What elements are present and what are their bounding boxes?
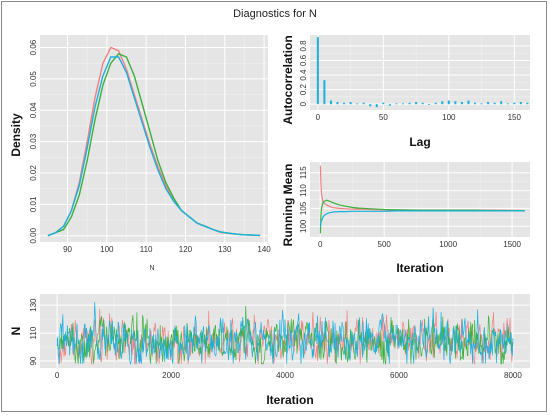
density-y-tick-label: 0.02	[29, 165, 38, 181]
autocorrelation-bar	[336, 101, 339, 105]
autocorrelation-bar	[500, 101, 503, 105]
autocorrelation-y-tick-label: 0.4	[299, 69, 308, 81]
density-panel: 90 100 110 120 130 140 0.00 0.01 0.02 0.03 0.04 0.0…	[29, 35, 271, 254]
autocorrelation-bar	[513, 102, 516, 105]
running-mean-y-tick-label: 115	[299, 166, 308, 179]
density-y-tick-label: 0.01	[29, 196, 38, 212]
trace-x-tick-label: 4000	[276, 371, 294, 380]
trace-ylabel: N	[9, 327, 23, 336]
trace-xlabel: Iteration	[266, 393, 313, 407]
autocorrelation-plot-bg	[310, 35, 530, 110]
trace-x-tick-label: 6000	[390, 371, 408, 380]
autocorrelation-bar	[526, 102, 529, 105]
trace-y-tick-label: 110	[29, 326, 38, 339]
density-y-tick-label: 0.05	[29, 71, 38, 87]
autocorrelation-x-tick-label: 0	[316, 113, 321, 122]
autocorrelation-bar	[474, 102, 476, 105]
density-x-tick-label: 90	[63, 245, 72, 254]
autocorrelation-bar	[447, 100, 450, 105]
autocorrelation-bar	[467, 100, 470, 105]
density-y-tick-label: 0.04	[29, 102, 38, 118]
trace-x-tick-label: 2000	[162, 371, 180, 380]
autocorrelation-bar	[401, 103, 404, 105]
autocorrelation-x-tick-label: 100	[442, 113, 456, 122]
density-x-tick-label: 120	[179, 245, 193, 254]
density-xlabel: N	[149, 265, 154, 272]
density-x-tick-label: 100	[100, 245, 114, 254]
autocorrelation-bar	[329, 100, 332, 105]
density-x-tick-label: 110	[140, 245, 153, 254]
autocorrelation-bar	[506, 103, 509, 105]
autocorrelation-bar	[349, 101, 352, 105]
trace-series-line-2	[56, 306, 514, 365]
density-y-tick-label: 0.03	[29, 133, 38, 149]
density-plot-bg	[40, 35, 268, 242]
autocorrelation-bar	[434, 102, 437, 105]
running-mean-x-tick-label: 0	[318, 240, 323, 249]
autocorrelation-bar	[415, 101, 418, 105]
autocorrelation-bar	[382, 102, 385, 105]
autocorrelation-y-tick-label: 0.6	[299, 54, 308, 66]
autocorrelation-bar	[323, 80, 326, 105]
autocorrelation-y-tick-label: 0.2	[299, 84, 308, 96]
running-mean-series-line-2	[319, 199, 525, 234]
autocorrelation-ylabel: Autocorrelation	[281, 35, 295, 124]
autocorrelation-bar	[460, 101, 463, 105]
autocorrelation-y-tick-label: 0	[299, 101, 308, 106]
density-y-tick-label: 0.00	[29, 227, 38, 243]
autocorrelation-bar	[375, 104, 378, 108]
running-mean-series-line-3	[319, 210, 525, 227]
density-x-tick-label: 140	[257, 245, 271, 254]
autocorrelation-x-tick-label: 150	[508, 113, 522, 122]
autocorrelation-y-tick-label: 0.8	[299, 40, 308, 52]
density-y-tick-label: 0.06	[29, 39, 38, 55]
density-series-line-3	[47, 56, 261, 237]
autocorrelation-bar	[356, 103, 359, 105]
density-x-tick-label: 130	[218, 245, 232, 254]
trace-x-tick-label: 8000	[504, 371, 522, 380]
autocorrelation-bar	[362, 102, 365, 105]
running-mean-xlabel: Iteration	[396, 261, 443, 275]
running-mean-y-tick-label: 105	[299, 201, 308, 215]
density-ylabel: Density	[9, 113, 23, 157]
trace-y-tick-label: 130	[29, 298, 38, 312]
autocorrelation-bar	[487, 101, 490, 105]
trace-series-line-3	[56, 301, 514, 366]
running-mean-y-tick-label: 100	[299, 219, 308, 233]
trace-y-tick-label: 90	[29, 356, 38, 365]
autocorrelation-bar	[519, 101, 522, 105]
trace-x-tick-label: 0	[55, 371, 60, 380]
autocorrelation-bar	[395, 103, 398, 105]
running-mean-x-tick-label: 1500	[503, 240, 521, 249]
autocorrelation-bar	[408, 102, 411, 105]
running-mean-x-tick-label: 1000	[439, 240, 457, 249]
autocorrelation-bar	[343, 102, 346, 105]
autocorrelation-bar	[480, 103, 483, 105]
autocorrelation-bar	[388, 104, 391, 106]
trace-panel: 0 2000 4000 6000 8000 90 110 130	[29, 294, 530, 380]
autocorrelation-bar	[421, 102, 424, 105]
autocorrelation-bar	[441, 101, 444, 105]
autocorrelation-bar	[428, 104, 431, 105]
running-mean-ylabel: Running Mean	[281, 164, 295, 247]
autocorrelation-bar	[454, 101, 457, 105]
autocorrelation-bar	[493, 102, 496, 105]
running-mean-panel: 0 500 1000 1500 100 105 110 115	[299, 162, 530, 249]
running-mean-x-tick-label: 500	[378, 240, 392, 249]
autocorrelation-xlabel: Lag	[409, 135, 430, 149]
autocorrelation-bar	[316, 37, 319, 105]
autocorrelation-panel: 0 50 100 150 0 0.2 0.4 0.6 0.8	[299, 35, 530, 122]
autocorrelation-x-tick-label: 50	[379, 113, 388, 122]
figure-title: Diagnostics for N	[233, 8, 317, 20]
autocorrelation-bar	[369, 104, 372, 107]
running-mean-y-tick-label: 110	[299, 184, 308, 197]
